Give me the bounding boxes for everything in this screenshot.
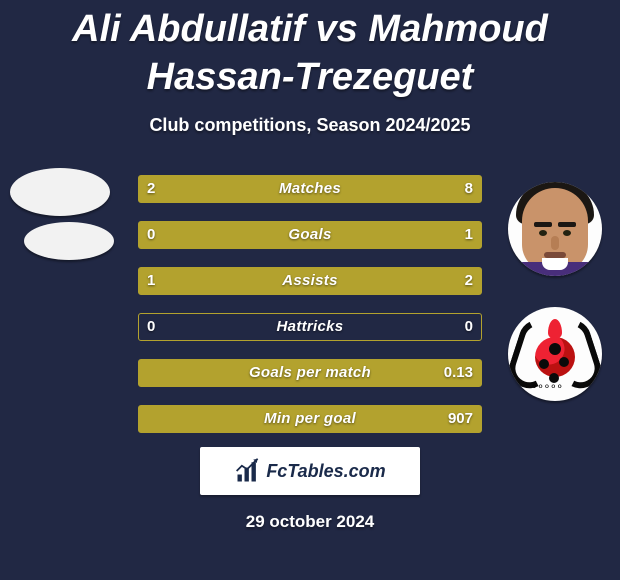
player-right-club-crest: ⚬⚬⚬⚬⚬ [508, 307, 602, 401]
stat-label: Hattricks [139, 314, 481, 340]
player-left-club-avatar [24, 222, 114, 260]
stats-table: 2Matches80Goals11Assists20Hattricks0Goal… [138, 175, 482, 451]
stat-value-right: 2 [465, 268, 473, 294]
stat-value-right: 1 [465, 222, 473, 248]
stat-label: Goals per match [139, 360, 481, 386]
stat-value-right: 0.13 [444, 360, 473, 386]
stat-row: 1Assists2 [138, 267, 482, 295]
stat-row: 0Hattricks0 [138, 313, 482, 341]
stat-label: Goals [139, 222, 481, 248]
stat-row: 2Matches8 [138, 175, 482, 203]
footer-date: 29 october 2024 [0, 512, 620, 532]
stat-value-right: 8 [465, 176, 473, 202]
stat-row: 0Goals1 [138, 221, 482, 249]
branding-box: FcTables.com [200, 447, 420, 495]
stat-label: Min per goal [139, 406, 481, 432]
chart-icon [234, 457, 262, 485]
player-left-avatar [10, 168, 110, 216]
page-title: Ali Abdullatif vs Mahmoud Hassan-Trezegu… [0, 0, 620, 101]
stat-label: Assists [139, 268, 481, 294]
stat-value-right: 0 [465, 314, 473, 340]
stat-row: Min per goal907 [138, 405, 482, 433]
stat-row: Goals per match0.13 [138, 359, 482, 387]
stat-value-right: 907 [448, 406, 473, 432]
branding-text: FcTables.com [266, 461, 385, 482]
subtitle: Club competitions, Season 2024/2025 [0, 115, 620, 136]
player-right-avatar [508, 182, 602, 276]
stat-label: Matches [139, 176, 481, 202]
